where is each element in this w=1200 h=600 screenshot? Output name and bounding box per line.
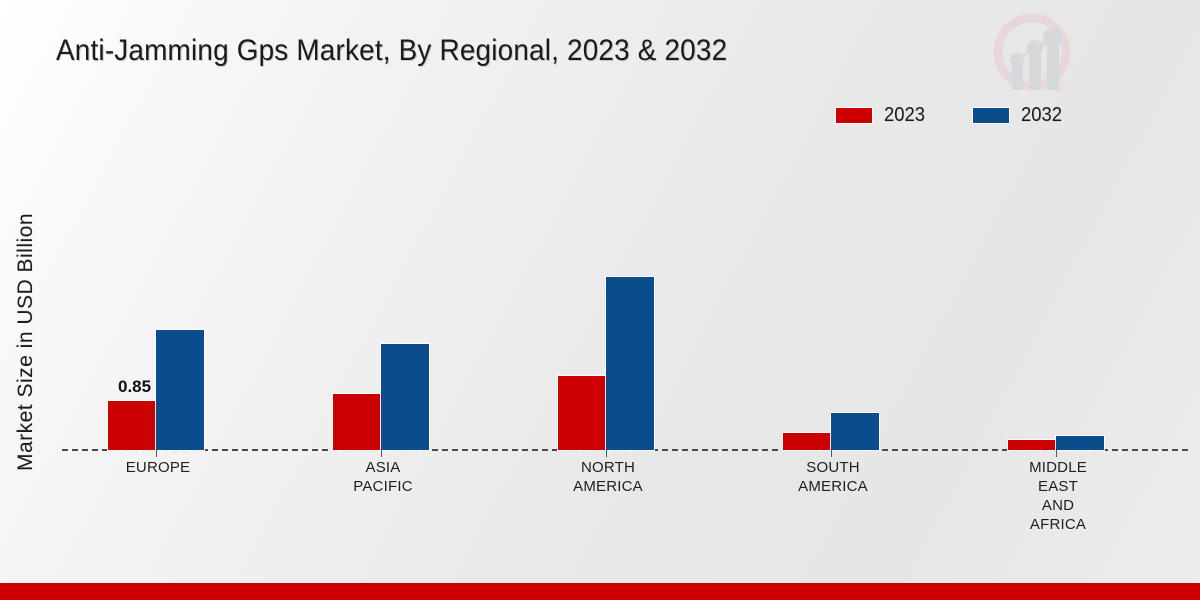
legend-swatch-2032 — [972, 108, 1009, 123]
bar-north-america-2032[interactable] — [606, 277, 654, 450]
bar-south-america-2032[interactable] — [831, 413, 879, 450]
legend-label-2032: 2032 — [1020, 104, 1062, 126]
category-label-line: EUROPE — [125, 459, 191, 476]
axis-tick-middle-east-and-africa — [1056, 450, 1057, 457]
bar-north-america-2023[interactable] — [558, 376, 606, 450]
category-label-europe: EUROPE — [68, 458, 248, 477]
category-label-line: MIDDLE — [1029, 459, 1087, 476]
category-label-line: AND — [1041, 497, 1075, 514]
category-label-line: SOUTH — [806, 459, 860, 476]
bar-group-north-america: NORTH AMERICA — [558, 150, 658, 495]
bar-europe-2032[interactable] — [156, 330, 204, 450]
category-label-north-america: NORTH AMERICA — [518, 458, 698, 496]
bar-asia-pacific-2023[interactable] — [333, 394, 381, 450]
chart-legend: 2023 2032 — [836, 104, 1065, 127]
legend-item-2023[interactable]: 2023 — [836, 104, 929, 127]
bar-asia-pacific-2032[interactable] — [381, 344, 429, 450]
category-label-line: AFRICA — [1029, 516, 1087, 533]
bar-group-middle-east-and-africa: MIDDLE EAST AND AFRICA — [1008, 150, 1108, 533]
category-label-line: NORTH — [580, 459, 636, 476]
category-label-line: EAST — [1038, 478, 1078, 495]
axis-tick-europe — [156, 450, 157, 457]
magnifier-chart-icon — [993, 13, 1071, 94]
category-label-line: PACIFIC — [353, 478, 413, 495]
legend-label-2023: 2023 — [884, 104, 925, 126]
plot-area: 0.85 EUROPE ASIA PACIFIC — [62, 150, 1188, 533]
category-label-asia-pacific: ASIA PACIFIC — [293, 458, 473, 496]
category-label-line: ASIA — [365, 459, 401, 476]
category-label-middle-east-and-africa: MIDDLE EAST AND AFRICA — [968, 458, 1148, 534]
x-axis-baseline — [62, 449, 1188, 451]
bar-south-america-2023[interactable] — [783, 433, 831, 450]
bar-europe-2023[interactable] — [108, 401, 156, 450]
category-label-line: AMERICA — [798, 478, 868, 495]
axis-tick-asia-pacific — [381, 450, 382, 457]
legend-swatch-2023 — [836, 108, 872, 123]
category-label-south-america: SOUTH AMERICA — [743, 458, 923, 496]
bar-value-europe-2023: 0.85 — [118, 377, 152, 396]
footer-strip — [0, 583, 1200, 600]
chart-title: Anti-Jamming Gps Market, By Regional, 20… — [56, 34, 728, 67]
bar-group-south-america: SOUTH AMERICA — [783, 150, 883, 495]
bar-group-europe: 0.85 EUROPE — [108, 150, 208, 476]
y-axis-title: Market Size in USD Billion — [14, 212, 37, 472]
category-label-line: AMERICA — [573, 478, 643, 495]
bar-middle-east-and-africa-2023[interactable] — [1008, 440, 1056, 450]
axis-tick-south-america — [831, 450, 832, 457]
watermark-logo — [988, 8, 1084, 104]
bar-middle-east-and-africa-2032[interactable] — [1056, 436, 1104, 450]
axis-tick-north-america — [606, 450, 607, 457]
bar-group-asia-pacific: ASIA PACIFIC — [333, 150, 433, 495]
legend-item-2032[interactable]: 2032 — [972, 104, 1066, 127]
